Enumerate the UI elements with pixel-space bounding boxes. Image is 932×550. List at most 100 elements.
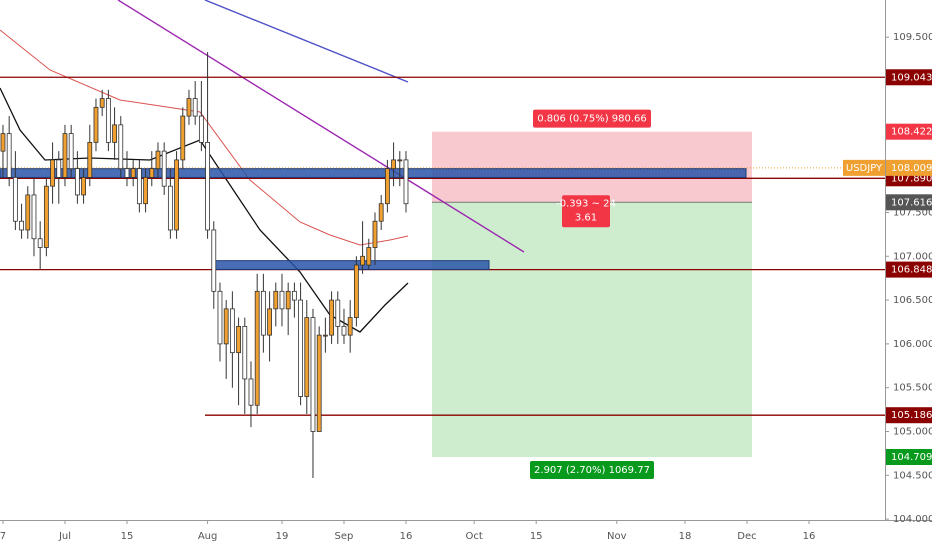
candle-body <box>93 106 99 143</box>
candle-body <box>217 290 223 345</box>
candle-body <box>192 98 198 117</box>
stop-zone <box>432 131 752 203</box>
demand-zone <box>212 260 490 270</box>
candle-body <box>167 185 173 231</box>
x-tick-label: Aug <box>198 531 218 542</box>
plot-area: 0.806 (0.75%) 980.66 -0.393 ~ 24 3.61 2.907… <box>0 0 885 480</box>
y-tick-label: 109.500 <box>893 32 932 43</box>
candle-body <box>335 299 341 327</box>
moving-average <box>0 87 409 333</box>
x-tick-label: Nov <box>607 531 627 542</box>
y-tick-label: 106.000 <box>893 339 932 350</box>
candle-body <box>285 290 291 310</box>
candle-body <box>161 150 167 187</box>
candle-body <box>124 168 130 178</box>
candle-body <box>136 168 142 205</box>
candle-body <box>316 334 322 432</box>
candle-body <box>229 308 235 354</box>
x-tick-label: 18 <box>679 531 692 542</box>
trend-line <box>117 0 525 253</box>
x-tick-label: 15 <box>530 531 543 542</box>
candle-body <box>180 115 186 161</box>
candle-body <box>155 150 161 170</box>
level-price-label: 106.848 <box>891 265 932 276</box>
entry-price-label-bg <box>886 194 932 211</box>
candle-body <box>304 317 310 397</box>
y-tick-label: 107.000 <box>893 251 932 262</box>
last-price-label-bg <box>886 159 932 176</box>
level-price-label: 107.890 <box>891 173 932 184</box>
candle-body <box>149 168 155 178</box>
y-tick-label: 104.500 <box>893 470 932 481</box>
candle-body <box>118 124 124 170</box>
x-tick-label: 19 <box>276 531 289 542</box>
x-tick-label: 16 <box>803 531 816 542</box>
candle-body <box>6 133 12 178</box>
candle-body <box>248 378 254 406</box>
candle-body <box>254 290 260 406</box>
target-label-bg <box>530 461 654 480</box>
level-price-label-bg <box>886 261 932 278</box>
candle-body <box>99 98 105 108</box>
target-price-label-bg <box>886 449 932 466</box>
stop-price-label-bg <box>886 123 932 140</box>
level-price-label-bg <box>886 69 932 86</box>
symbol-label-bg <box>843 159 885 176</box>
supply-zone <box>0 168 747 178</box>
candle-body <box>143 177 148 205</box>
stop-price-label: 108.422 <box>891 127 932 138</box>
candle-body <box>50 159 55 187</box>
target-zone <box>432 202 752 458</box>
y-tick-label: 104.000 <box>893 514 932 525</box>
level-price-label: 109.043 <box>891 72 932 83</box>
stop-label: 0.806 (0.75%) 980.66 <box>537 114 647 125</box>
target-label: 2.907 (2.70%) 1069.77 <box>534 465 650 476</box>
candle-body <box>236 325 241 354</box>
candle-body <box>19 220 24 231</box>
x-tick-label: Sep <box>335 531 354 542</box>
symbol-label: USDJPY <box>846 163 883 174</box>
candle-body <box>130 168 136 178</box>
candle-body <box>403 159 409 205</box>
candle-body <box>360 255 365 266</box>
candle-body <box>205 141 210 231</box>
x-tick-label: 16 <box>400 531 413 542</box>
trend-line <box>204 0 409 83</box>
candle-body <box>353 264 359 319</box>
x-tick-label: Jul <box>58 531 71 542</box>
candle-body <box>211 229 217 292</box>
candle-body <box>0 133 6 152</box>
candle-body <box>43 185 49 248</box>
entry-price-label: 107.616 <box>891 197 932 208</box>
candle-body <box>267 308 272 336</box>
candle-body <box>223 308 229 345</box>
target-price-label: 104.709 <box>891 452 932 463</box>
candle-body <box>291 290 297 301</box>
candle-body <box>174 159 179 231</box>
level-price-label-bg <box>886 407 932 424</box>
candle-body <box>372 220 378 248</box>
ratio-label: -0.393 ~ 24 <box>556 198 616 209</box>
candle-body <box>279 290 285 310</box>
candle-body <box>242 325 248 380</box>
candle-body <box>378 203 384 222</box>
candle-body <box>81 177 86 196</box>
x-tick-label: 7 <box>0 531 6 542</box>
y-tick-label: 105.000 <box>893 427 932 438</box>
stop-label-bg <box>533 109 651 128</box>
x-tick-label: 15 <box>121 531 134 542</box>
candle-body <box>12 177 18 222</box>
candle-body <box>186 98 192 117</box>
candle-body <box>260 290 266 336</box>
candle-body <box>62 133 68 178</box>
candle-body <box>329 299 334 336</box>
y-tick-label: 106.500 <box>893 295 932 306</box>
candle-body <box>37 238 43 248</box>
candle-body <box>112 124 117 143</box>
candle-body <box>298 299 303 397</box>
candle-body <box>56 159 62 178</box>
candle-body <box>198 115 204 143</box>
candle-body <box>87 141 93 178</box>
candle-body <box>366 247 372 266</box>
